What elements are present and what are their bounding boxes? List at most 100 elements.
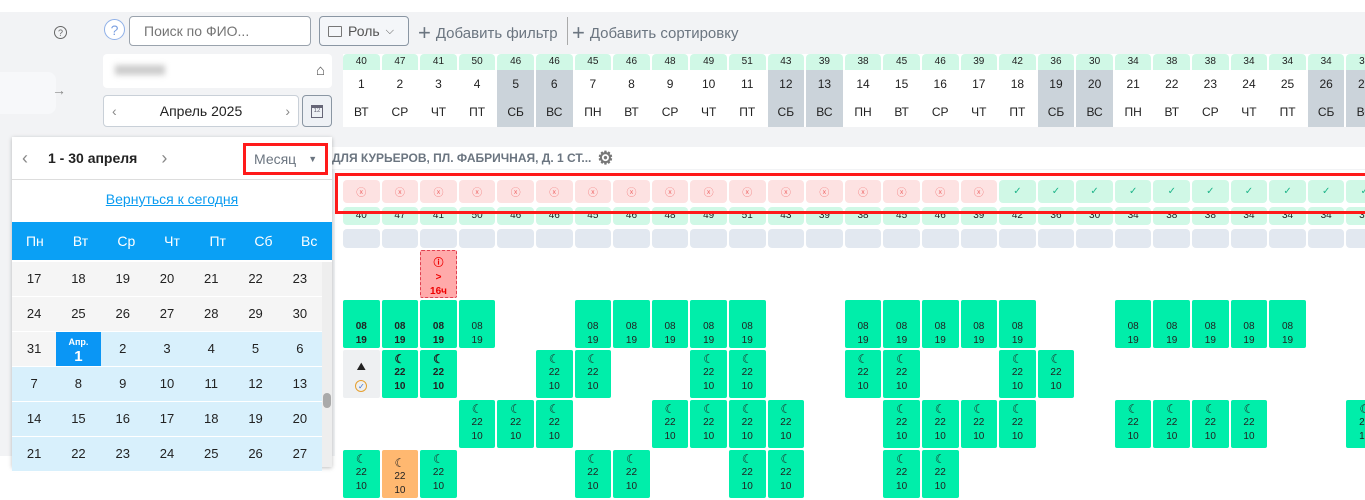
shift-cell[interactable] bbox=[574, 400, 612, 448]
day-shift[interactable]: 08 19 bbox=[999, 300, 1036, 348]
night-shift[interactable]: ☾22 10 bbox=[574, 350, 612, 398]
shift-cell[interactable] bbox=[1037, 250, 1075, 298]
shift[interactable] bbox=[1231, 250, 1268, 298]
shift[interactable] bbox=[652, 250, 689, 298]
shift-cell[interactable] bbox=[651, 350, 689, 398]
calendar-day[interactable]: 22 bbox=[56, 437, 101, 471]
shift-cell[interactable] bbox=[999, 450, 1036, 498]
arrow-right-icon[interactable]: → bbox=[52, 82, 66, 98]
day-column-header[interactable]: 47 2 СР bbox=[381, 54, 419, 127]
shift-cell[interactable]: ☾22 10 bbox=[999, 400, 1036, 448]
calendar-day[interactable]: 8 bbox=[56, 367, 101, 401]
shift[interactable] bbox=[536, 450, 573, 498]
calendar-day[interactable]: 3 bbox=[144, 332, 190, 366]
shift[interactable] bbox=[382, 250, 419, 298]
shift-cell[interactable] bbox=[1037, 300, 1075, 348]
shift-cell[interactable]: 08 19 bbox=[1153, 300, 1191, 348]
shift-cell[interactable] bbox=[1230, 350, 1268, 398]
day-shift[interactable]: 08 19 bbox=[1269, 300, 1306, 348]
day-column-header[interactable]: 46 5 СБ bbox=[497, 54, 534, 127]
shift-cell[interactable]: ☾22 10 bbox=[343, 450, 380, 498]
gear-icon[interactable]: ⚙ bbox=[597, 147, 614, 168]
night-shift[interactable]: ☾22 10 bbox=[844, 350, 882, 398]
day-column-header[interactable]: 3727ВС bbox=[1346, 54, 1365, 127]
night-shift[interactable]: ☾22 10 bbox=[420, 450, 457, 498]
shift[interactable] bbox=[1308, 350, 1345, 398]
shift-cell[interactable] bbox=[1307, 450, 1345, 498]
shift-cell[interactable]: 08 19 bbox=[574, 300, 612, 348]
shift-cell[interactable] bbox=[1076, 350, 1113, 398]
night-shift[interactable]: ☾22 10 bbox=[613, 450, 650, 498]
shift[interactable] bbox=[613, 350, 650, 398]
shift-cell[interactable] bbox=[381, 400, 419, 448]
shift[interactable] bbox=[1346, 450, 1365, 498]
calendar-day[interactable]: 7 bbox=[12, 367, 57, 401]
day-column-header[interactable]: 34 26 СБ bbox=[1307, 54, 1345, 127]
shift-cell[interactable] bbox=[960, 450, 998, 498]
shift-cell[interactable]: ☾22 10 bbox=[844, 350, 882, 398]
shift-cell[interactable] bbox=[960, 350, 998, 398]
shift-cell[interactable] bbox=[497, 450, 534, 498]
shift[interactable] bbox=[690, 250, 727, 298]
shift-cell[interactable] bbox=[535, 300, 573, 348]
night-shift[interactable]: ☾22 10 bbox=[535, 400, 573, 448]
shift-cell[interactable]: ☾22 10 bbox=[651, 400, 689, 448]
shift[interactable] bbox=[382, 400, 419, 448]
shift[interactable] bbox=[1076, 300, 1113, 348]
night-shift[interactable]: ☾22 10 bbox=[1346, 400, 1365, 448]
shift-cell[interactable] bbox=[535, 450, 573, 498]
shift[interactable] bbox=[1153, 450, 1190, 498]
shift[interactable] bbox=[1038, 450, 1075, 498]
shift[interactable] bbox=[1115, 250, 1152, 298]
shift[interactable] bbox=[343, 400, 380, 448]
calendar-day[interactable]: 26 bbox=[100, 297, 145, 331]
day-shift[interactable]: 08 19 bbox=[381, 300, 419, 348]
night-shift[interactable]: ☾22 10 bbox=[690, 350, 727, 398]
day-shift[interactable]: 08 19 bbox=[343, 300, 380, 348]
day-column-header[interactable]: 46 6 ВС bbox=[535, 54, 573, 127]
shift[interactable] bbox=[1038, 250, 1075, 298]
shift[interactable] bbox=[1192, 250, 1229, 298]
add-filter-button[interactable]: + Добавить фильтр bbox=[418, 20, 558, 46]
shift[interactable] bbox=[459, 450, 496, 498]
shift-cell[interactable] bbox=[1076, 300, 1113, 348]
shift[interactable] bbox=[1192, 450, 1229, 498]
shift[interactable] bbox=[1308, 400, 1345, 448]
shift[interactable] bbox=[1115, 350, 1152, 398]
shift-cell[interactable] bbox=[458, 350, 496, 398]
shift-cell[interactable]: ☾22 10 bbox=[458, 400, 496, 448]
scrollbar-thumb[interactable] bbox=[323, 393, 331, 408]
night-shift[interactable]: ☾22 10 bbox=[999, 400, 1036, 448]
night-shift[interactable]: ☾22 10 bbox=[690, 400, 727, 448]
shift-cell[interactable]: ☾22 10 bbox=[960, 400, 998, 448]
day-column-header[interactable]: 45 15 ВТ bbox=[883, 54, 920, 127]
shift-cell[interactable] bbox=[806, 400, 843, 448]
day-column-header[interactable]: 46 8 ВТ bbox=[613, 54, 650, 127]
night-shift[interactable]: ☾22 10 bbox=[1037, 350, 1075, 398]
shift-cell[interactable] bbox=[690, 450, 727, 498]
night-shift[interactable]: ☾22 10 bbox=[960, 400, 998, 448]
search-input[interactable] bbox=[129, 16, 311, 46]
shift[interactable] bbox=[536, 300, 573, 348]
shift-cell[interactable] bbox=[844, 450, 882, 498]
shift-cell[interactable] bbox=[1269, 450, 1306, 498]
calendar-day[interactable]: 17 bbox=[12, 262, 57, 296]
shift[interactable] bbox=[1308, 300, 1345, 348]
shift-cell[interactable]: 08 19 bbox=[728, 300, 766, 348]
day-column-header[interactable]: 34 24 ЧТ bbox=[1230, 54, 1268, 127]
night-shift[interactable]: ☾22 10 bbox=[999, 350, 1036, 398]
shift-cell[interactable] bbox=[883, 250, 920, 298]
shift[interactable] bbox=[343, 250, 380, 298]
shift-cell[interactable] bbox=[1192, 350, 1229, 398]
shift-cell[interactable]: ☾22 10 bbox=[497, 400, 534, 448]
shift-cell[interactable] bbox=[1307, 350, 1345, 398]
shift-cell[interactable]: ☾22 10 bbox=[921, 450, 959, 498]
shift-cell[interactable] bbox=[960, 250, 998, 298]
shift-cell[interactable] bbox=[806, 350, 843, 398]
calendar-day[interactable]: 27 bbox=[277, 437, 322, 471]
day-column-header[interactable]: 30 20 ВС bbox=[1076, 54, 1113, 127]
shift[interactable] bbox=[652, 350, 689, 398]
shift[interactable] bbox=[1038, 400, 1075, 448]
night-shift[interactable]: ☾22 10 bbox=[728, 400, 766, 448]
calendar-day[interactable]: 23 bbox=[277, 262, 322, 296]
